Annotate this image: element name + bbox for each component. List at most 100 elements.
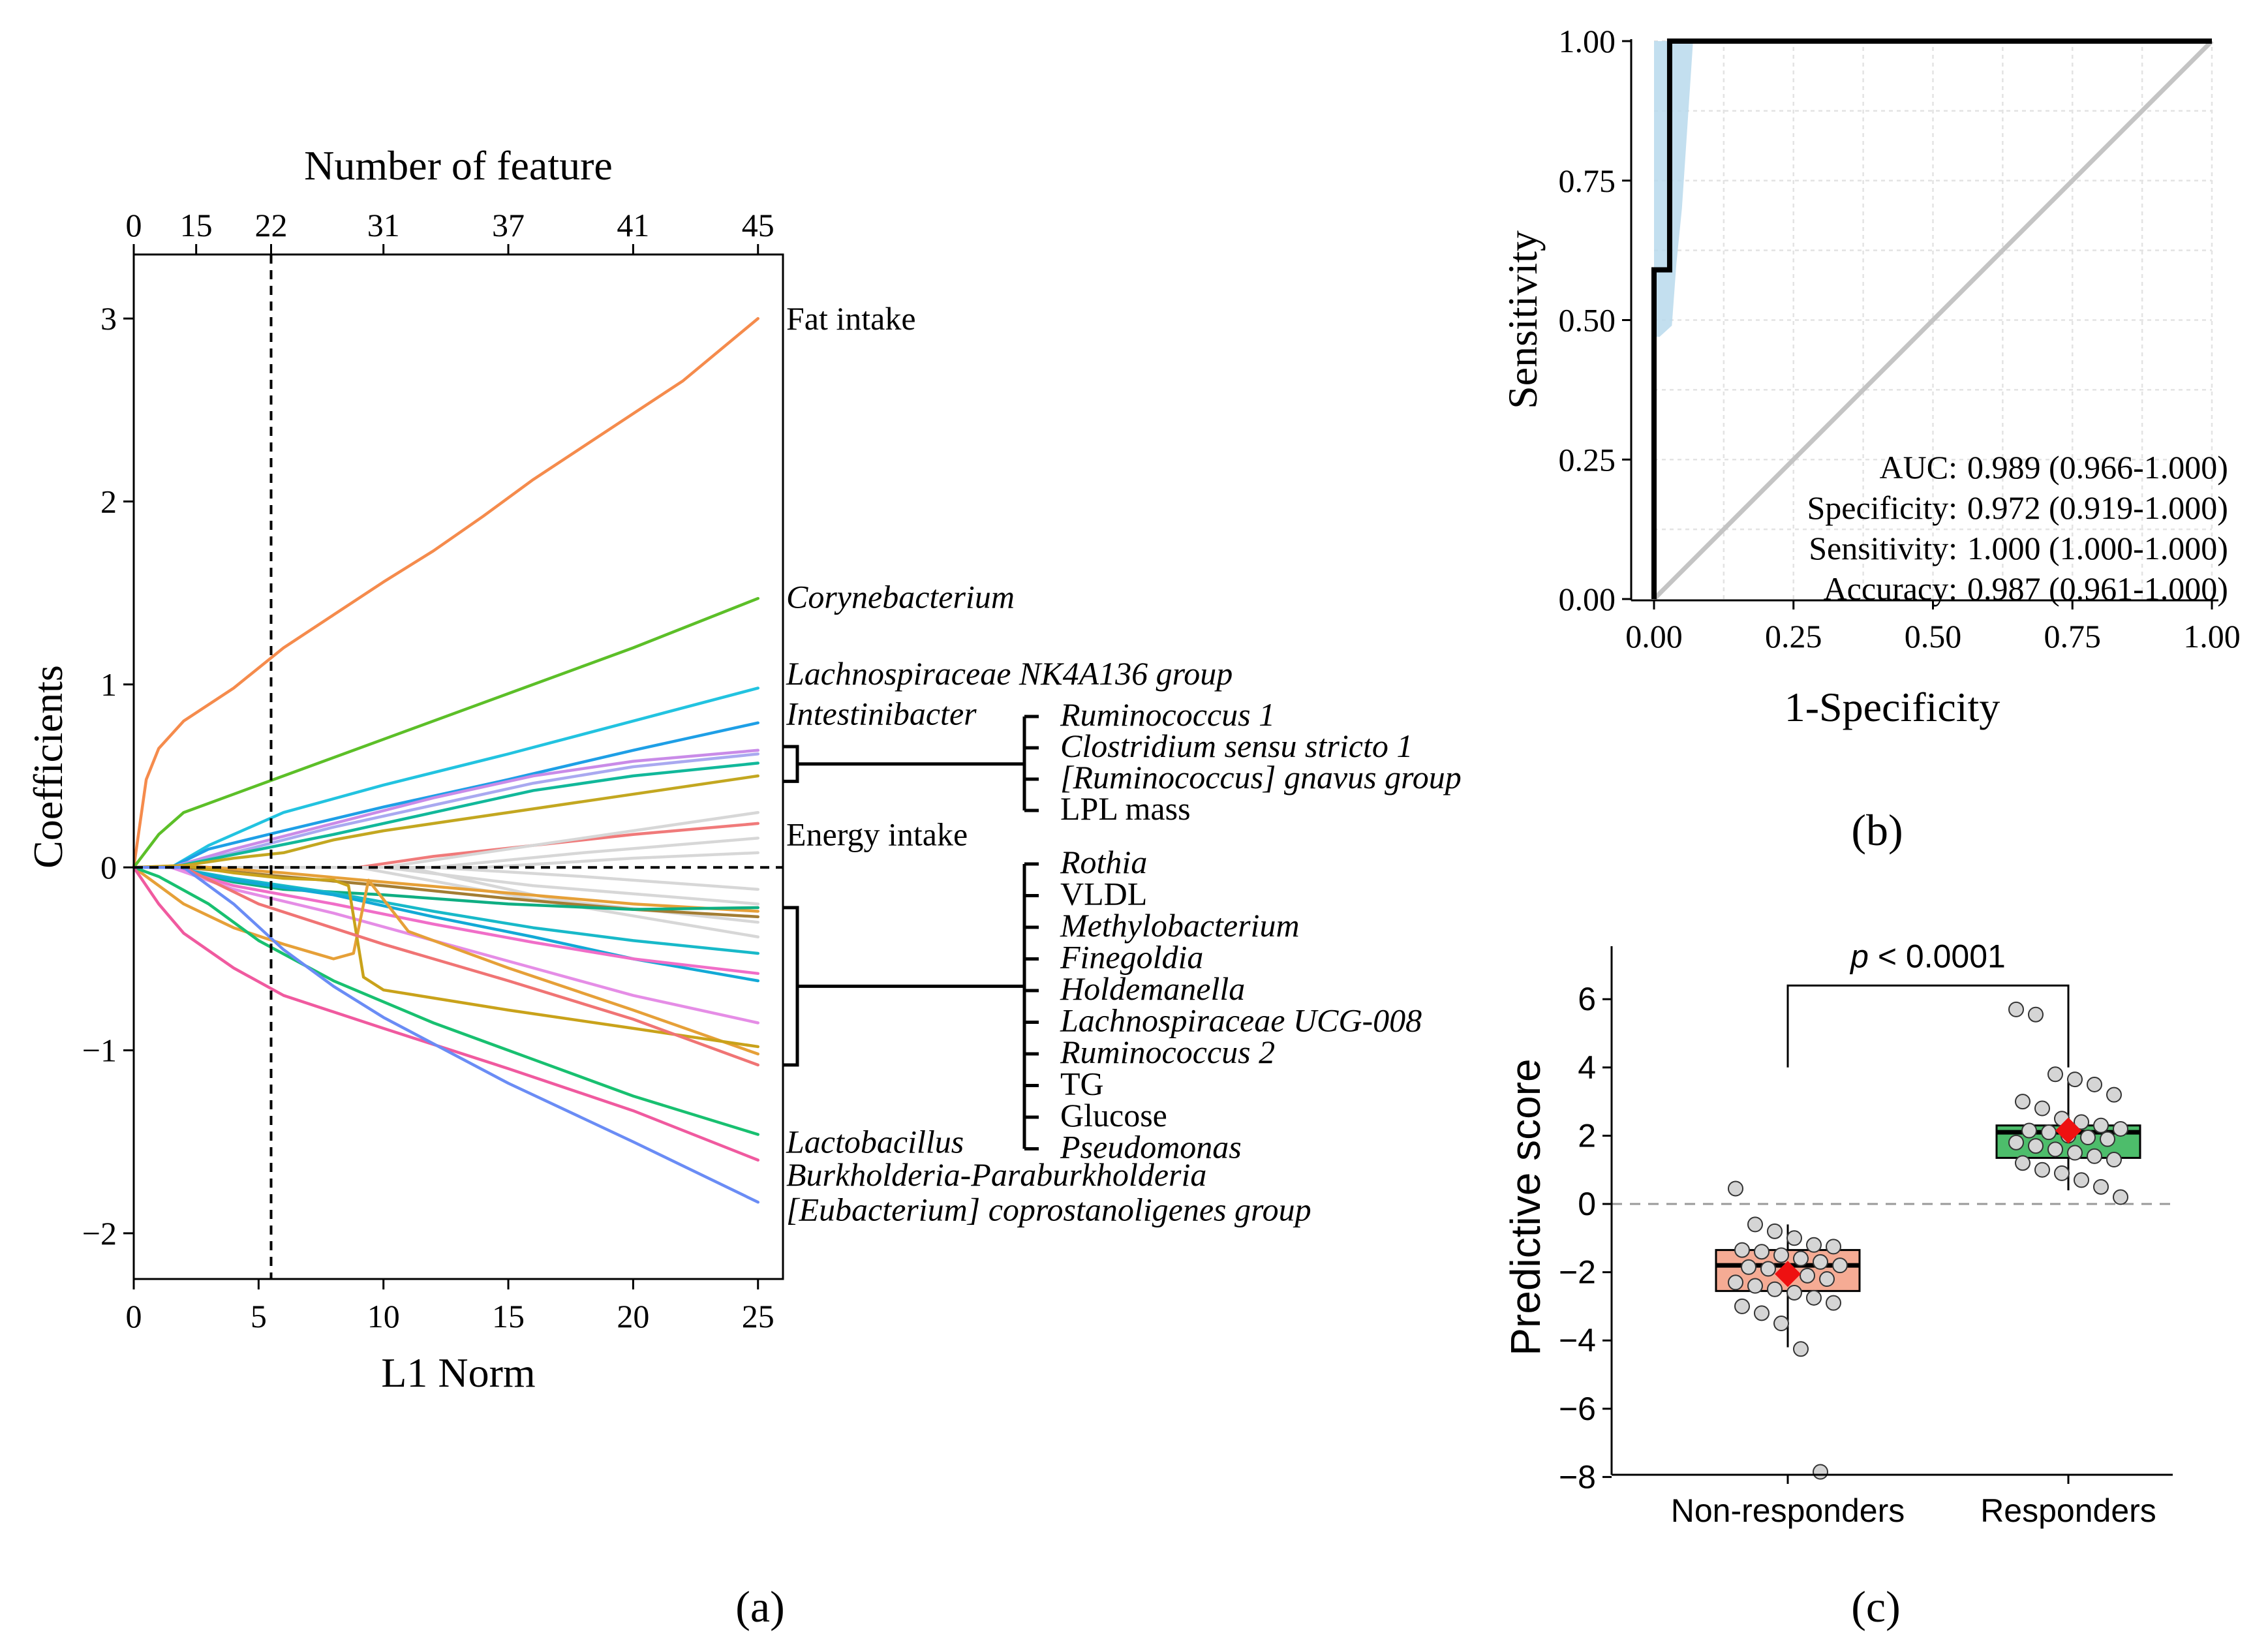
c-non-responders-point — [1767, 1281, 1783, 1297]
a-group-label-tg: TG — [1060, 1066, 1104, 1102]
c-axes: 6 4 2 0 −2 −4 −6 −8 Non-responders Responders — [1559, 946, 2173, 1529]
c-sig-value: < 0.0001 — [1869, 938, 2006, 974]
c-y-tick-label: −4 — [1559, 1322, 1596, 1359]
a-group-label-holdemanella: Holdemanella — [1060, 970, 1245, 1007]
c-y-tick-label: 6 — [1578, 981, 1596, 1017]
a-y-tick-label: 1 — [100, 666, 117, 703]
c-non-responders-point — [1773, 1316, 1789, 1332]
c-y-axis-title: Predictive score — [1502, 1058, 1549, 1355]
a-axes: 0 5 10 15 20 25 −2 −1 0 1 2 3 0 15 22 31 37 41 45 — [82, 207, 774, 1334]
c-responders-point — [2021, 1122, 2037, 1139]
b-y-tick-label: 0.50 — [1559, 302, 1616, 339]
a-series-tg — [132, 865, 759, 1056]
c-responders-point — [2087, 1148, 2102, 1164]
b-x-tick-label: 0.75 — [2044, 618, 2102, 655]
c-non-responders-point — [1786, 1284, 1802, 1301]
c-responders-point — [2067, 1071, 2083, 1088]
c-responders-point — [2074, 1172, 2089, 1188]
b-stat-label: Sensitivity: — [1809, 530, 1957, 566]
a-group-label-ruminococcus-2: Ruminococcus 2 — [1060, 1034, 1275, 1070]
a-y-axis-title: Coefficients — [25, 665, 71, 869]
a-series-corynebacterium — [132, 596, 759, 869]
a-series-glucose — [132, 864, 759, 1049]
c-y-tick-label: 2 — [1578, 1117, 1596, 1154]
c-non-responders-point — [1793, 1250, 1809, 1267]
b-x-tick-label: 1.00 — [2183, 618, 2241, 655]
a-top-tick-label: 37 — [492, 207, 525, 243]
a-x-tick-label: 10 — [367, 1298, 400, 1334]
b-y-axis-title: Sensitivity — [1499, 230, 1546, 409]
c-responders-point — [2106, 1152, 2122, 1168]
b-x-axis-title: 1-Specificity — [1785, 684, 2000, 730]
a-top-tick-label: 22 — [254, 207, 287, 243]
c-sig-p: p — [1849, 938, 1869, 974]
b-x-tick-label: 0.25 — [1765, 618, 1822, 655]
a-y-tick-label: 3 — [100, 300, 117, 337]
b-y-tick-label: 1.00 — [1559, 23, 1616, 59]
a-series-layer — [132, 316, 759, 1204]
c-non-responders-point — [1747, 1278, 1763, 1294]
a-group-label-pseudomonas: Pseudomonas — [1060, 1129, 1242, 1165]
b-stat-value: 0.972 (0.919-1.000) — [1967, 489, 2228, 526]
c-responders-point — [2015, 1155, 2030, 1171]
c-non-responders-point — [1832, 1257, 1848, 1274]
a-top-tick-label: 15 — [180, 207, 213, 243]
c-y-tick-label: 0 — [1578, 1186, 1596, 1222]
panel-label-c: (c) — [1851, 1582, 1900, 1631]
c-responders-point — [2034, 1100, 2050, 1117]
panel-b-roc: 0.00 0.25 0.50 0.75 1.00 0.00 0.25 0.50 0.75 1.00… — [1499, 23, 2241, 855]
a-label-burkholderia-paraburkholderia: Burkholderia-Paraburkholderia — [786, 1156, 1206, 1193]
b-x-tick-label: 0.50 — [1905, 618, 1962, 655]
c-responders-point — [2093, 1117, 2109, 1133]
a-label-lactobacillus: Lactobacillus — [786, 1124, 964, 1160]
a-plot-frame — [132, 253, 784, 1280]
a-series-labels: Fat intake Corynebacterium Lachnospiraceae… — [786, 300, 1311, 1227]
a-y-tick-label: 0 — [100, 849, 117, 886]
c-non-responders-point — [1767, 1223, 1783, 1239]
c-non-responders-point — [1734, 1298, 1750, 1314]
c-non-responders-mean-marker — [1775, 1261, 1801, 1287]
a-label-intestinibacter: Intestinibacter — [786, 696, 977, 732]
a-series-fat-intake — [132, 316, 759, 869]
a-series-ruminococcus-2 — [132, 865, 759, 1025]
c-responders-point — [2106, 1086, 2122, 1103]
a-x-tick-label: 0 — [126, 1298, 142, 1334]
a-y-tick-label: −2 — [82, 1215, 117, 1252]
c-responders-point — [2067, 1145, 2083, 1161]
a-group-label-glucose: Glucose — [1060, 1097, 1167, 1133]
c-non-responders-point — [1728, 1274, 1743, 1291]
c-responders-point — [2047, 1141, 2063, 1158]
c-responders-point — [2100, 1131, 2115, 1147]
a-group-label-vldl: VLDL — [1060, 876, 1147, 912]
a-group-label-rothia: Rothia — [1060, 844, 1147, 880]
c-responders-point — [2034, 1162, 2050, 1178]
b-stats-block: AUC: 0.989 (0.966-1.000)Specificity: 0.972… — [1807, 449, 2228, 607]
c-responders-point — [2087, 1076, 2102, 1092]
c-non-responders-point — [1754, 1305, 1770, 1321]
c-non-responders-point — [1813, 1464, 1828, 1480]
a-group-label-ruminococcus-1: Ruminococcus 1 — [1060, 696, 1275, 733]
a-series-lpl-mass — [132, 774, 759, 869]
b-y-tick-label: 0.75 — [1559, 162, 1616, 199]
c-y-tick-label: −8 — [1559, 1458, 1596, 1495]
a-top-tick-label: 0 — [126, 207, 142, 243]
c-responders-point — [2054, 1165, 2070, 1181]
c-responders-point — [2028, 1006, 2044, 1023]
c-responders-point — [2008, 1134, 2024, 1150]
a-group-label-ruminococcus-gnavus-group: [Ruminococcus] gnavus group — [1060, 759, 1462, 795]
c-non-responders-point — [1826, 1295, 1841, 1311]
c-non-responders-point — [1813, 1254, 1828, 1270]
c-non-responders-point — [1806, 1237, 1822, 1253]
c-non-responders-point — [1728, 1180, 1743, 1197]
c-non-responders-point — [1793, 1341, 1809, 1357]
a-label-corynebacterium: Corynebacterium — [786, 578, 1015, 615]
c-non-responders-point — [1747, 1216, 1763, 1233]
a-label-eubacterium-coprostanoligenes-group: [Eubacterium] coprostanoligenes group — [786, 1191, 1311, 1227]
a-top-tick-label: 31 — [367, 207, 400, 243]
c-responders-point — [2074, 1114, 2089, 1130]
a-group-label-lachnospiraceae-ucg-008: Lachnospiraceae UCG-008 — [1060, 1002, 1422, 1039]
c-significance-bracket — [1786, 984, 2070, 1068]
b-ci-band — [1654, 41, 1693, 337]
c-non-responders-point — [1734, 1242, 1750, 1258]
a-group-label-finegoldia: Finegoldia — [1060, 939, 1203, 976]
